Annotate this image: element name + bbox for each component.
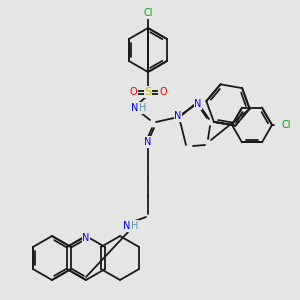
Text: H: H bbox=[139, 103, 147, 113]
Text: N: N bbox=[144, 137, 152, 147]
Text: N: N bbox=[174, 111, 182, 121]
Text: Cl: Cl bbox=[282, 120, 292, 130]
Text: N: N bbox=[194, 99, 202, 109]
Text: N: N bbox=[82, 233, 90, 243]
Text: Cl: Cl bbox=[143, 8, 153, 18]
Text: O: O bbox=[159, 87, 167, 97]
Text: N: N bbox=[123, 221, 131, 231]
Text: H: H bbox=[131, 221, 139, 231]
Text: S: S bbox=[144, 87, 152, 97]
Text: O: O bbox=[129, 87, 137, 97]
Text: N: N bbox=[131, 103, 139, 113]
